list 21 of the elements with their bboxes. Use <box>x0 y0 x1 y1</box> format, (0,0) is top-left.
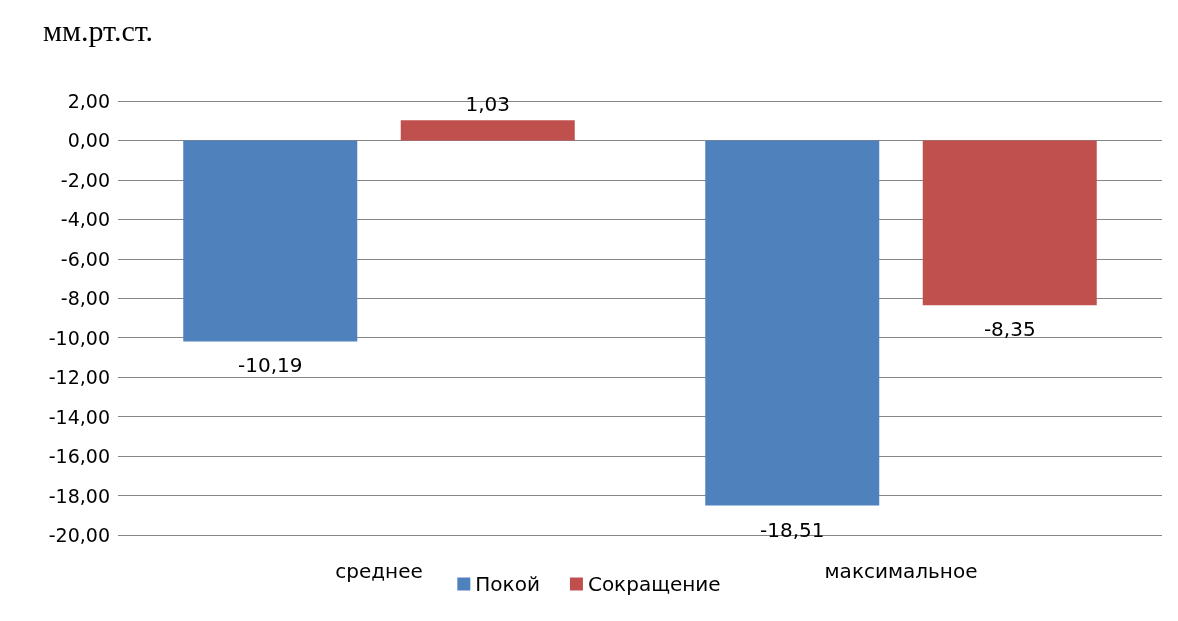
data-label: -10,19 <box>238 353 303 378</box>
y-tick-label: -16,00 <box>48 445 110 468</box>
x-tick-label: максимальное <box>824 559 978 583</box>
y-tick-label: -4,00 <box>60 208 110 231</box>
legend-label: Покой <box>475 572 540 596</box>
x-tick-label: среднее <box>335 559 423 583</box>
y-tick-label: -18,00 <box>48 484 110 507</box>
y-tick-label: -8,00 <box>60 287 110 310</box>
data-label: -18,51 <box>760 517 825 542</box>
y-tick-label: -2,00 <box>60 168 110 191</box>
legend-label: Сокращение <box>587 572 721 596</box>
y-tick-label: 0,00 <box>67 129 110 152</box>
y-tick-label: -20,00 <box>48 524 110 546</box>
y-tick-label: 2,00 <box>67 90 110 112</box>
y-tick-label: -10,00 <box>48 326 110 349</box>
data-label: -8,35 <box>983 317 1036 342</box>
y-tick-label: -6,00 <box>60 247 110 270</box>
chart-title: мм.рт.ст. <box>43 13 154 47</box>
y-tick-label: -12,00 <box>48 366 110 389</box>
data-label: 1,03 <box>465 92 511 117</box>
y-tick-label: -14,00 <box>48 405 110 428</box>
